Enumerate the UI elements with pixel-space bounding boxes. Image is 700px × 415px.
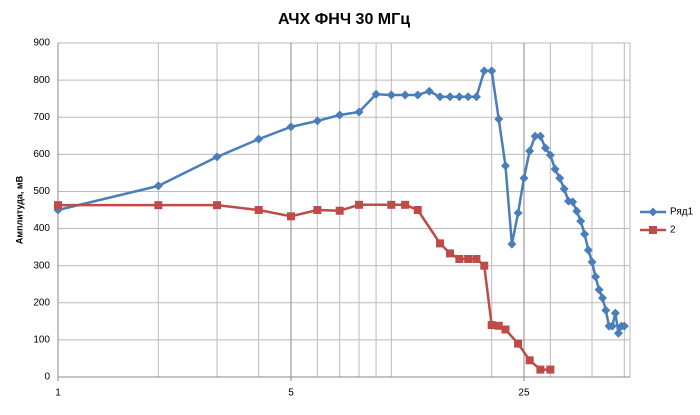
- data-point: [597, 293, 607, 303]
- data-point: [500, 161, 510, 171]
- data-point: [501, 325, 510, 334]
- data-point: [355, 200, 364, 209]
- data-point: [335, 206, 344, 215]
- data-point: [413, 90, 423, 100]
- data-point: [555, 173, 565, 183]
- data-point: [446, 249, 455, 258]
- data-point: [525, 146, 535, 156]
- data-point: [413, 206, 422, 214]
- data-point: [607, 321, 617, 331]
- data-point: [479, 66, 489, 76]
- data-point: [435, 92, 445, 102]
- y-tick-label: 700: [33, 112, 50, 123]
- data-point: [587, 257, 597, 267]
- y-tick-label: 900: [33, 38, 50, 49]
- data-point: [559, 184, 569, 194]
- y-tick-label: 100: [33, 335, 50, 346]
- data-point: [568, 197, 578, 207]
- data-point: [387, 200, 396, 209]
- y-tick-label: 600: [33, 149, 50, 160]
- data-point: [550, 164, 560, 174]
- data-point: [480, 261, 489, 270]
- x-tick-label: 1: [55, 388, 61, 399]
- data-point: [472, 254, 481, 263]
- data-point: [153, 181, 163, 191]
- data-point: [254, 206, 263, 214]
- data-point: [371, 89, 381, 99]
- data-point: [487, 321, 496, 330]
- data-point: [463, 92, 473, 102]
- data-point: [335, 110, 345, 120]
- data-point: [514, 339, 523, 348]
- data-point: [591, 272, 601, 282]
- series-line: [57, 69, 625, 335]
- data-point: [513, 208, 523, 218]
- data-point: [494, 321, 503, 330]
- data-point: [519, 173, 529, 183]
- data-point: [454, 92, 464, 102]
- legend-label: Ряд1: [670, 207, 694, 218]
- data-point: [572, 206, 582, 216]
- data-point: [400, 90, 410, 100]
- legend-marker: [649, 226, 657, 234]
- data-point: [471, 92, 481, 102]
- data-point: [313, 206, 322, 214]
- data-point: [601, 305, 611, 315]
- legend-marker: [648, 207, 658, 217]
- data-point: [354, 107, 364, 117]
- x-tick-label: 5: [288, 388, 294, 399]
- data-point: [455, 254, 464, 263]
- series-line: [58, 203, 551, 371]
- data-point: [545, 150, 555, 160]
- data-point: [445, 92, 455, 102]
- data-point: [530, 131, 540, 141]
- data-point: [507, 239, 517, 249]
- data-point: [286, 212, 295, 221]
- data-point: [580, 229, 590, 239]
- data-point: [213, 201, 222, 210]
- legend-label: 2: [670, 225, 676, 236]
- y-tick-label: 500: [33, 186, 50, 197]
- data-point: [546, 365, 555, 374]
- data-point: [525, 356, 534, 365]
- data-point: [610, 308, 620, 318]
- data-point: [254, 134, 264, 144]
- data-point: [54, 201, 62, 210]
- data-point: [535, 131, 545, 141]
- y-tick-label: 200: [33, 297, 50, 308]
- data-point: [619, 321, 629, 331]
- data-point: [154, 201, 163, 210]
- y-tick-label: 300: [33, 260, 50, 271]
- data-point: [487, 66, 497, 76]
- y-tick-label: 400: [33, 223, 50, 234]
- y-axis-label: Амплитуда, мВ: [14, 175, 24, 244]
- data-point: [594, 285, 604, 295]
- data-point: [583, 245, 593, 255]
- data-point: [540, 143, 550, 153]
- x-tick-label: 25: [518, 388, 530, 399]
- data-point: [494, 114, 504, 124]
- data-point: [576, 216, 586, 226]
- data-point: [286, 122, 296, 132]
- data-point: [536, 365, 545, 374]
- data-point: [464, 254, 473, 263]
- data-point: [613, 328, 623, 338]
- data-point: [436, 239, 445, 248]
- data-point: [312, 116, 322, 126]
- y-tick-label: 800: [33, 75, 50, 86]
- chart-title: АЧХ ФНЧ 30 МГц: [278, 11, 410, 28]
- data-point: [401, 200, 410, 209]
- data-point: [386, 90, 396, 100]
- y-tick-label: 0: [44, 372, 50, 383]
- data-point: [212, 152, 222, 162]
- data-point: [424, 86, 434, 96]
